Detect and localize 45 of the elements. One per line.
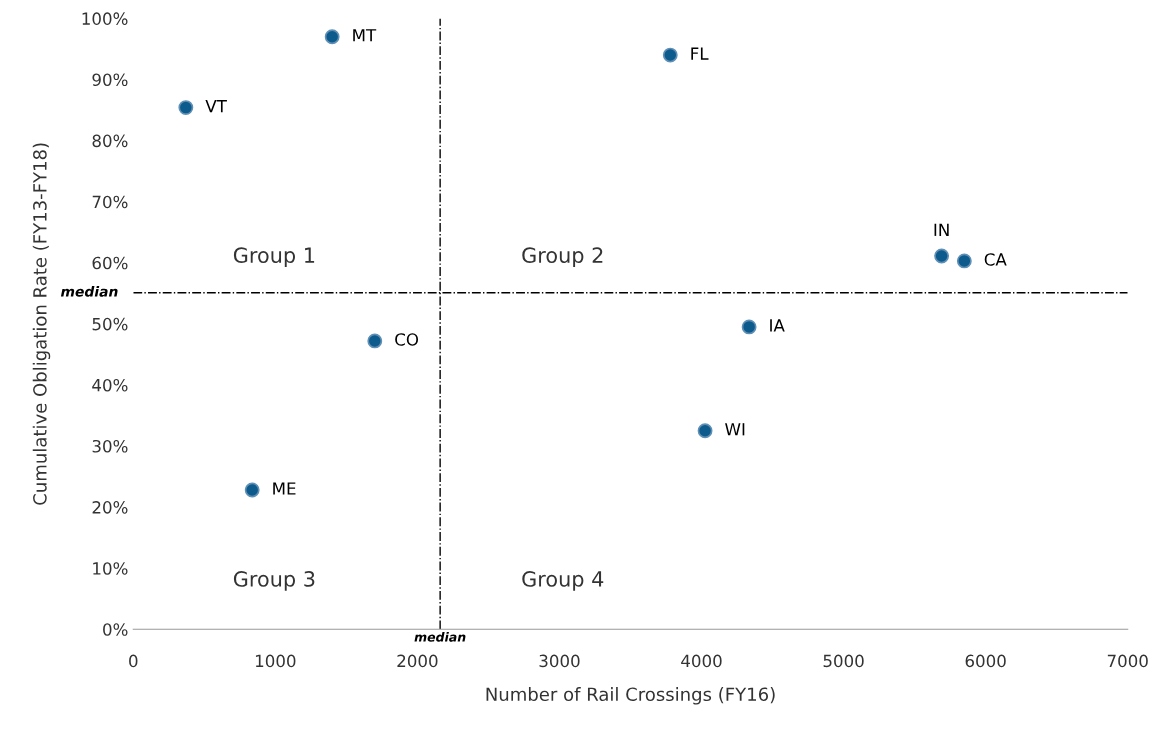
x-tick-label: 7000 (1107, 654, 1148, 668)
y-tick-label: 40% (92, 378, 128, 392)
x-axis-title: Number of Rail Crossings (FY16) (486, 687, 775, 705)
x-tick-label: 4000 (681, 654, 722, 668)
annotation: Group 2 (522, 247, 603, 268)
point (934, 248, 950, 264)
point (324, 29, 340, 45)
y-tick-label: 20% (92, 501, 128, 514)
x-tick-label: 1000 (255, 654, 296, 668)
y-tick-label: 90% (92, 73, 128, 87)
annotation: IA (770, 319, 785, 332)
annotation: Group 3 (233, 571, 315, 591)
y-tick-label: 80% (92, 134, 128, 148)
ref-line-label: median (414, 632, 466, 642)
annotation: IN (934, 223, 949, 236)
annotation: MT (353, 29, 377, 42)
annotation: CA (984, 253, 1007, 266)
point (697, 423, 713, 439)
y-tick-label: 50% (92, 317, 128, 331)
annotation: FL (691, 47, 709, 60)
point (244, 482, 260, 498)
y-tick-label: 0% (103, 623, 128, 636)
point (741, 319, 757, 335)
y-tick-label: 100% (82, 12, 128, 25)
annotation: Group 1 (233, 247, 315, 268)
ref-line-label: median (60, 285, 118, 297)
x-tick-label: 5000 (823, 654, 864, 668)
y-tick-label: 10% (93, 562, 128, 575)
annotation: Group 4 (522, 571, 604, 591)
point (367, 333, 383, 349)
point (178, 100, 194, 116)
annotation: WI (725, 423, 745, 436)
x-tick-label: 3000 (539, 654, 580, 668)
y-tick-label: 70% (92, 195, 128, 209)
x-tick-label: 0 (129, 654, 138, 668)
x-tick-label: 2000 (397, 654, 438, 668)
y-axis-title: Cumulative Obligation Rate (FY13-FY18) (32, 143, 51, 505)
y-tick-label: 60% (92, 256, 128, 270)
annotation: VT (205, 100, 227, 113)
point (662, 47, 678, 63)
point (956, 253, 972, 269)
annotation: ME (273, 482, 296, 495)
y-tick-label: 30% (92, 439, 128, 453)
x-tick-label: 6000 (965, 654, 1006, 668)
annotation: CO (395, 333, 419, 346)
